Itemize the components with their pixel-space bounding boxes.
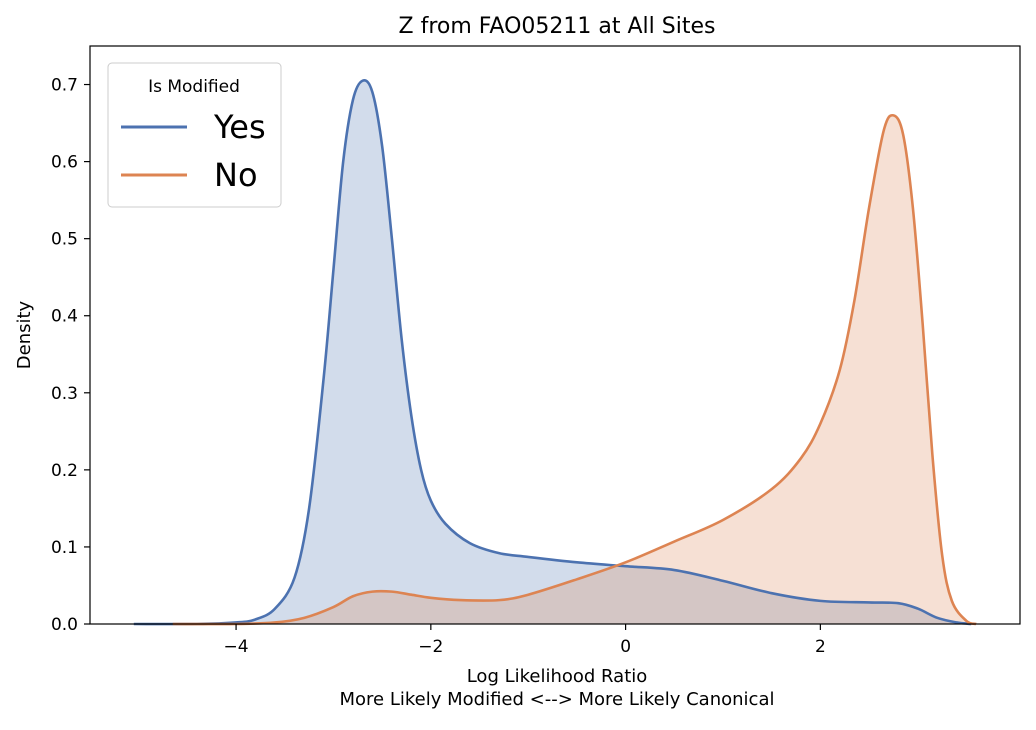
y-tick-label: 0.4 (51, 307, 78, 327)
x-tick-label: 2 (815, 637, 826, 657)
density-fills (133, 80, 977, 625)
density-line-no (172, 113, 977, 626)
legend-box (107, 62, 282, 208)
y-tick-label: 0.1 (51, 538, 78, 558)
legend: Is Modified Yes No (107, 62, 282, 208)
legend-label-no: No (214, 156, 258, 194)
y-axis-label: Density (14, 300, 35, 369)
x-axis-sublabel: More Likely Modified <--> More Likely Ca… (340, 689, 775, 710)
y-tick-label: 0.0 (51, 615, 78, 635)
density-line-yes (133, 79, 972, 626)
x-axis-label: Log Likelihood Ratio (467, 666, 648, 687)
legend-label-yes: Yes (213, 108, 266, 146)
x-axis: −4 −2 0 2 (224, 624, 826, 657)
y-tick-label: 0.6 (51, 153, 78, 173)
chart-title: Z from FAO05211 at All Sites (399, 14, 716, 39)
legend-title: Is Modified (148, 77, 240, 97)
density-fill-no (172, 115, 977, 625)
density-lines (133, 79, 977, 626)
y-tick-label: 0.3 (51, 384, 78, 404)
y-tick-label: 0.5 (51, 230, 78, 250)
x-tick-label: 0 (620, 637, 631, 657)
x-tick-label: −2 (418, 637, 443, 657)
y-tick-label: 0.2 (51, 461, 78, 481)
y-tick-label: 0.7 (51, 76, 78, 96)
density-fill-yes (133, 80, 972, 625)
y-axis: 0.0 0.1 0.2 0.3 0.4 0.5 0.6 0.7 (51, 76, 90, 635)
x-tick-label: −4 (224, 637, 249, 657)
plot-frame (89, 45, 1021, 625)
